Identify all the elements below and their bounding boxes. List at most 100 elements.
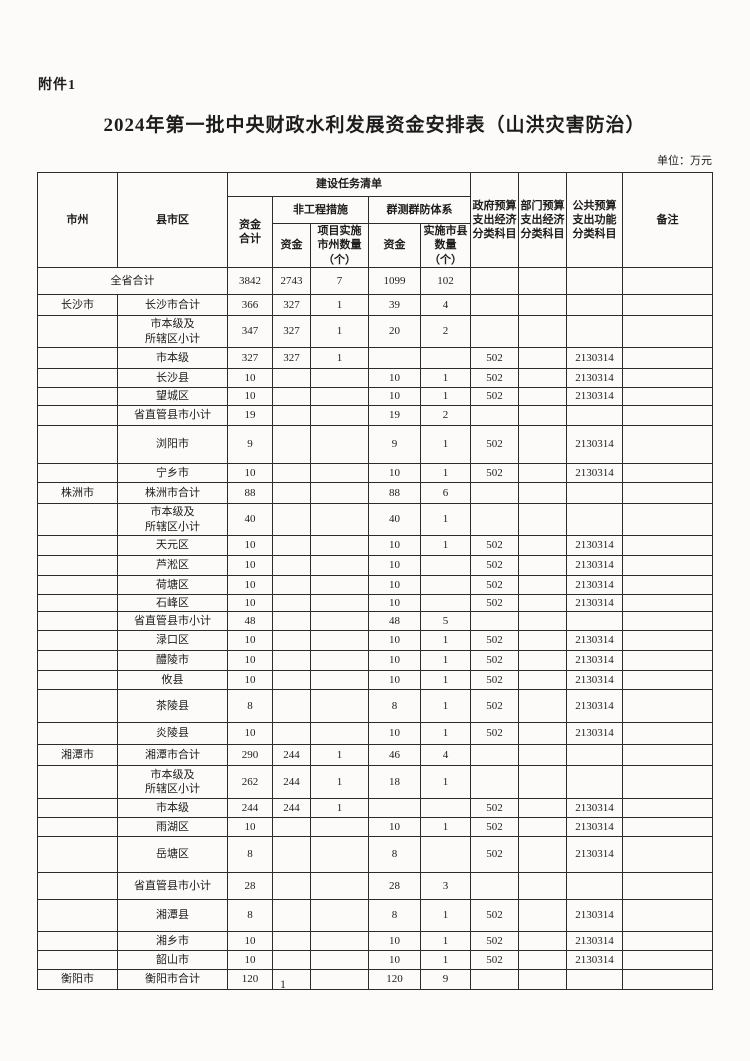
cell-gov-code: 502 — [470, 425, 520, 464]
cell-remark — [622, 315, 714, 348]
cell-gov-code — [470, 482, 520, 504]
cell-remark — [622, 689, 714, 723]
cell-city — [37, 368, 118, 388]
cell-county: 市本级及 所辖区小计 — [117, 315, 228, 348]
cell-remark — [622, 950, 714, 970]
cell-ne-fund — [272, 872, 311, 900]
cell-city — [37, 575, 118, 595]
cell-gm-fund: 9 — [368, 425, 421, 464]
cell-ne-count — [310, 405, 369, 426]
cell-fund-total: 120 — [227, 969, 273, 990]
cell-dept-code — [518, 817, 568, 837]
cell-dept-code — [518, 368, 568, 388]
cell-func-code: 2130314 — [566, 798, 624, 818]
cell-gm-count: 1 — [419, 722, 472, 745]
funding-table: 市州 县市区 建设任务清单 政府预算 支出经济 分类科目 部门预算 支出经济 分… — [37, 172, 714, 990]
cell-func-code: 2130314 — [566, 836, 624, 873]
cell-gm-count: 1 — [419, 765, 472, 799]
cell-city — [37, 503, 118, 536]
cell-gov-code: 502 — [470, 347, 520, 369]
cell-func-code — [566, 969, 624, 990]
cell-gm-count: 4 — [419, 744, 472, 766]
cell-func-code: 2130314 — [566, 347, 624, 369]
cell-fund-total: 10 — [227, 630, 273, 651]
cell-city — [37, 630, 118, 651]
table-row: 岳塘区 8 8 502 2130314 — [37, 836, 714, 873]
cell-gm-count — [419, 555, 472, 576]
cell-ne-count — [310, 950, 369, 970]
cell-ne-count — [310, 899, 369, 932]
cell-fund-total: 10 — [227, 463, 273, 483]
header-ne-city-count: 项目实施 市州数量 （个） — [310, 223, 369, 268]
cell-city — [37, 555, 118, 576]
header-gm-fund: 资金 — [368, 223, 421, 268]
cell-remark — [622, 765, 714, 799]
cell-city — [37, 931, 118, 951]
unit-note: 单位：万元 — [657, 155, 712, 167]
cell-func-code — [566, 765, 624, 799]
cell-gm-fund: 10 — [368, 535, 421, 556]
table-row: 省直管县市小计 28 28 3 — [37, 872, 714, 900]
cell-gm-count: 1 — [419, 503, 472, 536]
cell-ne-count — [310, 463, 369, 483]
table-row: 市本级 244 244 1 502 2130314 — [37, 798, 714, 818]
cell-gm-count: 6 — [419, 482, 472, 504]
cell-gm-fund: 10 — [368, 555, 421, 576]
cell-ne-fund — [272, 817, 311, 837]
table-row: 省直管县市小计 19 19 2 — [37, 405, 714, 426]
header-county: 县市区 — [117, 172, 228, 268]
cell-remark — [622, 482, 714, 504]
cell-ne-count — [310, 817, 369, 837]
cell-remark — [622, 817, 714, 837]
table-row: 省直管县市小计 48 48 5 — [37, 611, 714, 631]
cell-func-code — [566, 294, 624, 316]
cell-county: 市本级及 所辖区小计 — [117, 503, 228, 536]
cell-func-code: 2130314 — [566, 368, 624, 388]
cell-func-code: 2130314 — [566, 950, 624, 970]
cell-gm-fund — [368, 798, 421, 818]
cell-ne-count — [310, 872, 369, 900]
cell-dept-code — [518, 670, 568, 690]
table-row: 望城区 10 10 1 502 2130314 — [37, 387, 714, 406]
cell-gov-code — [470, 969, 520, 990]
cell-func-code — [566, 315, 624, 348]
cell-gm-fund: 10 — [368, 931, 421, 951]
table-body: 全省合计 3842 2743 7 1099 102 长沙市 长沙市合计 366 327 1 39 4 市本… — [37, 267, 714, 990]
header-public-budget-code: 公共预算 支出功能 分类科目 — [566, 172, 624, 268]
cell-gm-count: 1 — [419, 368, 472, 388]
cell-fund-total: 10 — [227, 535, 273, 556]
cell-gm-fund: 10 — [368, 817, 421, 837]
cell-ne-count — [310, 611, 369, 631]
cell-gov-code — [470, 503, 520, 536]
cell-remark — [622, 722, 714, 745]
cell-county: 湘乡市 — [117, 931, 228, 951]
cell-county: 茶陵县 — [117, 689, 228, 723]
cell-gm-fund: 88 — [368, 482, 421, 504]
cell-city — [37, 387, 118, 406]
cell-city — [37, 650, 118, 671]
cell-gov-code — [470, 294, 520, 316]
cell-dept-code — [518, 836, 568, 873]
header-gm-county-count: 实施市县 数量 （个） — [419, 223, 472, 268]
cell-fund-total: 9 — [227, 425, 273, 464]
cell-ne-count — [310, 931, 369, 951]
cell-ne-fund: 327 — [272, 347, 311, 369]
cell-ne-count — [310, 503, 369, 536]
cell-func-code: 2130314 — [566, 722, 624, 745]
cell-gm-fund: 10 — [368, 950, 421, 970]
table-row: 炎陵县 10 10 1 502 2130314 — [37, 722, 714, 745]
cell-ne-fund — [272, 950, 311, 970]
header-non-engineering: 非工程措施 — [272, 196, 369, 224]
table-row: 攸县 10 10 1 502 2130314 — [37, 670, 714, 690]
cell-fund-total: 19 — [227, 405, 273, 426]
cell-ne-count — [310, 650, 369, 671]
table-row: 湘潭县 8 8 1 502 2130314 — [37, 899, 714, 932]
cell-ne-fund — [272, 670, 311, 690]
cell-gm-count — [419, 575, 472, 595]
cell-fund-total: 244 — [227, 798, 273, 818]
cell-gm-fund: 46 — [368, 744, 421, 766]
cell-gm-count — [419, 798, 472, 818]
cell-city — [37, 463, 118, 483]
table-row: 石峰区 10 10 502 2130314 — [37, 594, 714, 612]
cell-gm-count: 1 — [419, 650, 472, 671]
